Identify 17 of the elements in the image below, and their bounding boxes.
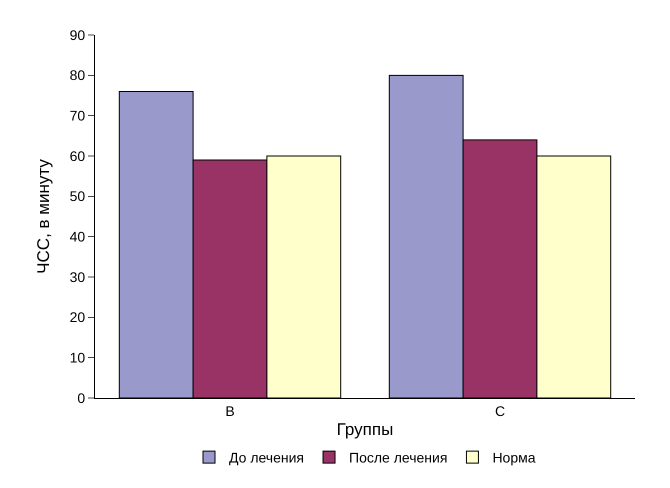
y-tick-label: 70 [70, 108, 86, 124]
y-tick-label: 50 [70, 188, 86, 204]
y-tick-label: 90 [70, 26, 86, 43]
y-tick-label: 60 [70, 148, 86, 164]
legend-label: До лечения [229, 450, 304, 466]
x-axis-title: Группы [336, 420, 394, 440]
y-tick-label: 80 [70, 67, 86, 84]
y-tick-label: 30 [70, 268, 86, 285]
y-tick-label: 20 [70, 309, 86, 326]
y-tick-label: 40 [70, 228, 86, 245]
x-tick-label: C [494, 402, 506, 419]
y-tick-label: 10 [70, 350, 86, 366]
x-tick-label: B [225, 402, 235, 419]
legend-label: Норма [492, 450, 536, 466]
y-tick-label: 0 [77, 390, 86, 406]
legend-label: После лечения [349, 450, 448, 466]
y-axis-title: ЧСС, в минуту [34, 158, 54, 274]
